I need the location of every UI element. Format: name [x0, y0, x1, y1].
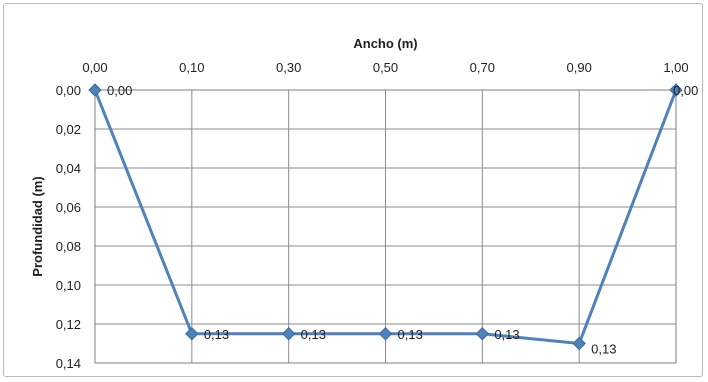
- y-tick-label: 0,14: [56, 356, 81, 371]
- plot-area-border: [94, 89, 677, 364]
- y-tick-label: 0,04: [56, 161, 81, 176]
- data-point-marker: [572, 336, 586, 351]
- gridlines: [95, 90, 676, 363]
- data-point-marker: [88, 83, 102, 97]
- x-tick-label: 0,30: [276, 60, 301, 75]
- data-label: 0,13: [398, 327, 423, 342]
- x-tick-labels: 0,00 0,10 0,30 0,50 0,70 0,90 1,00: [82, 60, 688, 75]
- x-tick-label: 0,10: [179, 60, 204, 75]
- chart-frame: [3, 3, 703, 377]
- y-tick-label: 0,12: [56, 317, 81, 332]
- data-label: 0,13: [204, 327, 229, 342]
- data-point-marker: [669, 83, 683, 97]
- data-point-marker: [281, 327, 296, 341]
- series-depth: 0,00 0,13 0,13 0,13 0,13 0,13 0,00: [88, 83, 698, 357]
- data-label: 0,00: [673, 83, 698, 98]
- x-tick-label: 0,00: [82, 60, 107, 75]
- data-label: 0,13: [591, 342, 616, 357]
- data-label: 0,13: [301, 327, 326, 342]
- x-tick-label: 1,00: [663, 60, 688, 75]
- y-tick-labels: 0,00 0,02 0,04 0,06 0,08 0,10 0,12 0,14: [56, 83, 81, 371]
- data-point-marker: [378, 327, 393, 341]
- x-tick-label: 0,90: [567, 60, 592, 75]
- y-tick-label: 0,02: [56, 122, 81, 137]
- x-tick-label: 0,50: [373, 60, 398, 75]
- y-tick-label: 0,00: [56, 83, 81, 98]
- data-label: 0,13: [494, 327, 519, 342]
- y-tick-label: 0,08: [56, 239, 81, 254]
- y-tick-label: 0,10: [56, 278, 81, 293]
- y-tick-label: 0,06: [56, 200, 81, 215]
- data-label: 0,00: [107, 83, 132, 98]
- y-axis-title: Profundidad (m): [30, 176, 45, 276]
- x-axis-title: Ancho (m): [353, 36, 417, 51]
- data-point-marker: [475, 327, 490, 341]
- x-tick-label: 0,70: [470, 60, 495, 75]
- data-point-marker: [185, 327, 199, 341]
